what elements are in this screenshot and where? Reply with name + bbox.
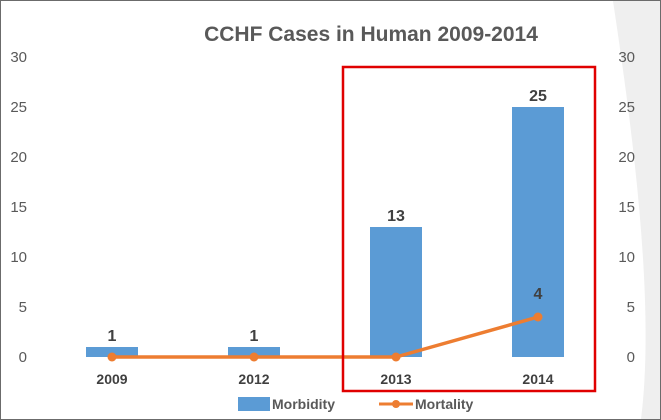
secondary-y-tick-label: 15 [618, 199, 635, 216]
point-mortality [391, 352, 401, 362]
secondary-y-tick-label: 5 [627, 299, 635, 316]
chart-title: CCHF Cases in Human 2009-2014 [204, 23, 538, 46]
bar-morbidity [228, 347, 280, 357]
data-label-morbidity: 1 [250, 328, 259, 345]
point-mortality [107, 352, 117, 362]
legend-mortality-marker [392, 400, 400, 408]
point-mortality [533, 312, 543, 322]
point-mortality [249, 352, 259, 362]
secondary-y-tick-label: 25 [618, 99, 635, 116]
legend-morbidity-label: Morbidity [272, 396, 335, 412]
secondary-y-tick-label: 20 [618, 149, 635, 166]
bar-morbidity [370, 227, 422, 357]
y-tick-label: 20 [10, 149, 27, 166]
y-tick-label: 30 [10, 49, 27, 66]
data-label-morbidity: 1 [108, 328, 117, 345]
legend-morbidity-swatch [238, 397, 270, 411]
secondary-y-tick-label: 10 [618, 249, 635, 266]
x-tick-label: 2014 [522, 371, 553, 387]
secondary-y-tick-label: 30 [618, 49, 635, 66]
x-tick-label: 2013 [380, 371, 411, 387]
data-label-morbidity: 13 [387, 208, 405, 225]
data-label-morbidity: 25 [529, 88, 547, 105]
bar-morbidity [86, 347, 138, 357]
highlight-box [341, 65, 597, 393]
y-tick-label: 10 [10, 249, 27, 266]
y-tick-label: 0 [19, 349, 27, 366]
secondary-y-tick-label: 0 [627, 349, 635, 366]
decorative-swoosh [613, 1, 660, 419]
data-label-mortality: 4 [534, 286, 543, 303]
y-tick-label: 25 [10, 99, 27, 116]
y-tick-label: 5 [19, 299, 27, 316]
y-tick-label: 15 [10, 199, 27, 216]
x-tick-label: 2009 [96, 371, 127, 387]
legend-mortality-label: Mortality [415, 396, 474, 412]
line-mortality [112, 315, 539, 359]
x-tick-label: 2012 [238, 371, 269, 387]
chart-legend: Morbidity Mortality [238, 396, 474, 412]
